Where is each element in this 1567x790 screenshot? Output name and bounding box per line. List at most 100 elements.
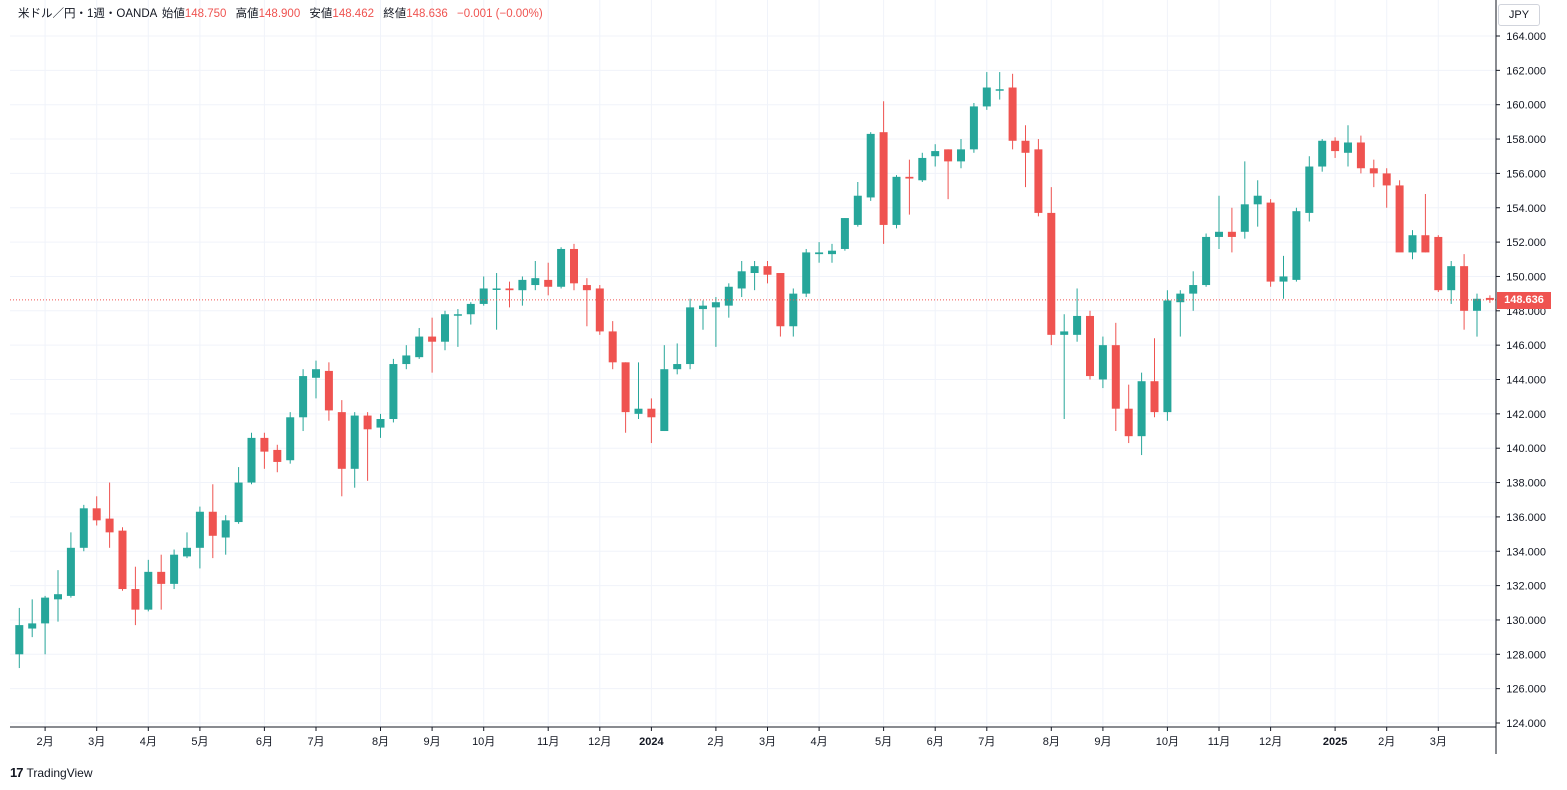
x-tick-label: 11月 <box>1208 736 1230 748</box>
candle-body <box>1150 381 1159 413</box>
candle <box>866 132 875 201</box>
currency-button[interactable]: JPY <box>1498 4 1540 26</box>
candle <box>763 260 772 284</box>
candle <box>518 276 527 306</box>
x-tick-label: 7月 <box>307 736 324 748</box>
candle-body <box>1421 235 1430 253</box>
candle <box>724 283 733 318</box>
candle-body <box>1189 285 1198 294</box>
candle-body <box>853 195 862 225</box>
candle-body <box>969 106 978 150</box>
candle-body <box>170 554 179 584</box>
candle-body <box>221 520 230 538</box>
candle-body <box>634 408 643 414</box>
candle <box>260 432 269 469</box>
candle-body <box>570 248 578 284</box>
candle-body <box>944 149 953 162</box>
candle <box>492 273 501 330</box>
x-tick-label: 12月 <box>588 736 611 748</box>
x-tick-label: 2月 <box>1378 736 1395 748</box>
candle-body <box>1202 236 1211 286</box>
candle-body <box>892 176 901 225</box>
candle <box>634 362 643 420</box>
candle-body <box>66 547 75 596</box>
candle-body <box>957 149 965 162</box>
symbol-label[interactable]: 米ドル／円・1週・OANDA <box>18 8 157 20</box>
candle-body <box>324 370 333 411</box>
candle-body <box>466 303 475 315</box>
tradingview-logo[interactable]: 17 TradingView <box>10 765 93 780</box>
candle-body <box>724 286 733 306</box>
candle <box>389 358 398 423</box>
candle <box>1098 336 1107 389</box>
candle <box>415 327 424 359</box>
candle-body <box>28 623 37 629</box>
candle <box>337 400 346 497</box>
x-tick-label: 12月 <box>1259 736 1282 748</box>
candle-body <box>840 218 849 249</box>
high-value: 148.900 <box>258 8 301 20</box>
y-tick-label: 152.000 <box>1506 237 1546 249</box>
ohlc-legend: 米ドル／円・1週・OANDA 始値148.750 高値148.900 安値148… <box>18 5 549 21</box>
candle <box>247 432 256 485</box>
candle-body <box>428 336 437 342</box>
candle <box>995 72 1004 100</box>
candle <box>144 559 153 612</box>
candle <box>1344 125 1352 167</box>
candle-body <box>905 176 914 179</box>
x-tick-label: 11月 <box>537 736 559 748</box>
candle <box>1473 293 1481 337</box>
y-tick-label: 138.000 <box>1506 478 1546 490</box>
candle <box>1047 187 1056 346</box>
y-tick-label: 134.000 <box>1506 546 1546 558</box>
candle-body <box>157 571 166 584</box>
candle <box>1008 73 1017 150</box>
candle <box>1408 230 1417 260</box>
candle-body <box>866 133 875 198</box>
y-axis[interactable]: 164.000 162.000 160.000 158.000 156.000 154.0… <box>1496 31 1546 730</box>
candle-body <box>183 547 191 557</box>
candle <box>1060 314 1069 420</box>
close-value: 148.636 <box>406 8 448 20</box>
candle <box>1382 168 1391 208</box>
candle <box>931 144 940 167</box>
candle <box>531 260 540 291</box>
candle-body <box>79 508 88 548</box>
candle <box>1176 290 1185 337</box>
brand-name: TradingView <box>26 765 93 780</box>
x-axis[interactable]: 2月 3月 4月 5月 6月 7月 8月 9月 10月 11月 12月 2024 2月 3月 4月 5月 6月 7… <box>37 727 1447 748</box>
x-tick-label: 5月 <box>191 736 208 748</box>
candle <box>557 247 566 289</box>
candle-body <box>1305 166 1314 213</box>
candle-body <box>531 278 540 286</box>
candle <box>402 345 411 370</box>
candle <box>1227 207 1236 253</box>
candle-body <box>299 376 308 418</box>
candle-body <box>1253 195 1262 205</box>
y-tick-label: 144.000 <box>1506 375 1546 387</box>
candle-body <box>686 307 695 365</box>
candle <box>1124 384 1133 444</box>
low-label: 安値 <box>309 8 333 20</box>
candle-body <box>260 437 269 452</box>
candle-body <box>1047 212 1056 335</box>
candle-body <box>1034 149 1043 213</box>
candle-body <box>582 285 591 291</box>
candle-body <box>105 518 114 533</box>
candle-body <box>544 279 553 287</box>
candle <box>776 273 785 337</box>
candle <box>428 317 437 373</box>
candle-body <box>1163 300 1172 413</box>
candle-body <box>1460 266 1469 311</box>
candle <box>944 149 953 200</box>
y-tick-label: 128.000 <box>1506 649 1546 661</box>
candle <box>686 298 695 370</box>
candle <box>1150 338 1159 418</box>
candle-body <box>711 302 720 308</box>
candle-body <box>1215 231 1223 237</box>
candle <box>505 281 514 308</box>
candle-body <box>41 597 50 624</box>
candle-body <box>15 625 24 655</box>
candle <box>170 549 179 590</box>
